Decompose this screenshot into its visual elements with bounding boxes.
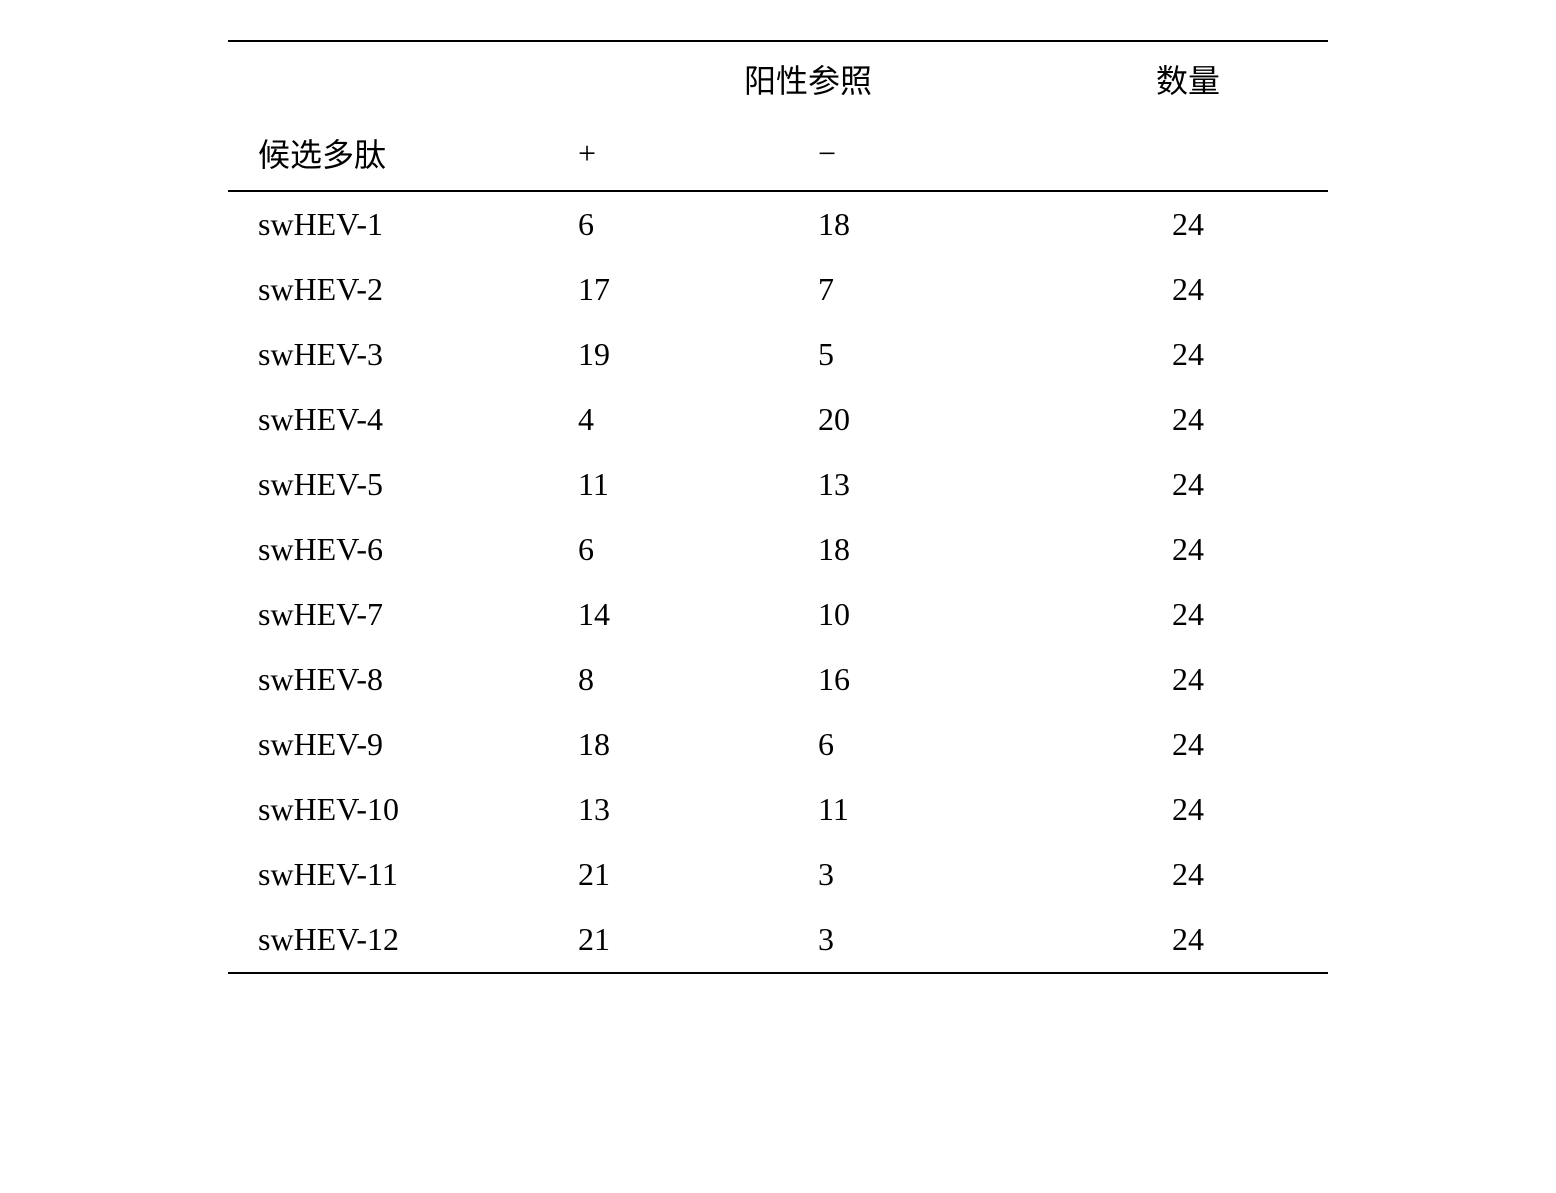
table-header-row-2: 候选多肽 + − (228, 116, 1328, 191)
cell-peptide: swHEV-4 (228, 387, 568, 452)
cell-plus: 21 (568, 907, 808, 973)
table-row: swHEV-9 18 6 24 (228, 712, 1328, 777)
cell-plus: 17 (568, 257, 808, 322)
cell-minus: 20 (808, 387, 1048, 452)
table-row: swHEV-8 8 16 24 (228, 647, 1328, 712)
header-count-blank (1048, 116, 1328, 191)
table-row: swHEV-3 19 5 24 (228, 322, 1328, 387)
cell-count: 24 (1048, 712, 1328, 777)
cell-peptide: swHEV-11 (228, 842, 568, 907)
cell-count: 24 (1048, 647, 1328, 712)
table-row: swHEV-5 11 13 24 (228, 452, 1328, 517)
cell-count: 24 (1048, 452, 1328, 517)
cell-minus: 18 (808, 517, 1048, 582)
cell-peptide: swHEV-12 (228, 907, 568, 973)
cell-plus: 4 (568, 387, 808, 452)
cell-count: 24 (1048, 191, 1328, 257)
header-positive-control: 阳性参照 (568, 41, 1048, 116)
cell-minus: 13 (808, 452, 1048, 517)
cell-count: 24 (1048, 322, 1328, 387)
cell-count: 24 (1048, 257, 1328, 322)
cell-minus: 18 (808, 191, 1048, 257)
cell-peptide: swHEV-3 (228, 322, 568, 387)
cell-count: 24 (1048, 907, 1328, 973)
cell-minus: 11 (808, 777, 1048, 842)
cell-plus: 14 (568, 582, 808, 647)
cell-minus: 6 (808, 712, 1048, 777)
table-row: swHEV-4 4 20 24 (228, 387, 1328, 452)
cell-peptide: swHEV-8 (228, 647, 568, 712)
header-minus: − (808, 116, 1048, 191)
cell-count: 24 (1048, 582, 1328, 647)
table-header: 阳性参照 数量 候选多肽 + − (228, 41, 1328, 191)
header-blank-cell (228, 41, 568, 116)
table-row: swHEV-6 6 18 24 (228, 517, 1328, 582)
cell-count: 24 (1048, 777, 1328, 842)
cell-plus: 13 (568, 777, 808, 842)
table-row: swHEV-2 17 7 24 (228, 257, 1328, 322)
cell-count: 24 (1048, 517, 1328, 582)
cell-minus: 5 (808, 322, 1048, 387)
table-header-row-1: 阳性参照 数量 (228, 41, 1328, 116)
table-row: swHEV-10 13 11 24 (228, 777, 1328, 842)
table-body: swHEV-1 6 18 24 swHEV-2 17 7 24 swHEV-3 … (228, 191, 1328, 973)
cell-peptide: swHEV-5 (228, 452, 568, 517)
header-candidate-peptide: 候选多肽 (228, 116, 568, 191)
cell-peptide: swHEV-7 (228, 582, 568, 647)
cell-peptide: swHEV-6 (228, 517, 568, 582)
cell-minus: 16 (808, 647, 1048, 712)
cell-plus: 21 (568, 842, 808, 907)
table-row: swHEV-7 14 10 24 (228, 582, 1328, 647)
cell-minus: 3 (808, 842, 1048, 907)
header-count: 数量 (1048, 41, 1328, 116)
table-row: swHEV-12 21 3 24 (228, 907, 1328, 973)
cell-plus: 18 (568, 712, 808, 777)
cell-peptide: swHEV-10 (228, 777, 568, 842)
cell-count: 24 (1048, 387, 1328, 452)
table-row: swHEV-1 6 18 24 (228, 191, 1328, 257)
cell-minus: 7 (808, 257, 1048, 322)
cell-plus: 8 (568, 647, 808, 712)
cell-peptide: swHEV-1 (228, 191, 568, 257)
cell-peptide: swHEV-9 (228, 712, 568, 777)
cell-plus: 6 (568, 517, 808, 582)
cell-minus: 10 (808, 582, 1048, 647)
cell-minus: 3 (808, 907, 1048, 973)
cell-plus: 6 (568, 191, 808, 257)
cell-peptide: swHEV-2 (228, 257, 568, 322)
header-plus: + (568, 116, 808, 191)
peptide-results-table: 阳性参照 数量 候选多肽 + − swHEV-1 6 18 24 swHEV-2… (228, 40, 1328, 974)
table-row: swHEV-11 21 3 24 (228, 842, 1328, 907)
cell-plus: 11 (568, 452, 808, 517)
cell-count: 24 (1048, 842, 1328, 907)
cell-plus: 19 (568, 322, 808, 387)
